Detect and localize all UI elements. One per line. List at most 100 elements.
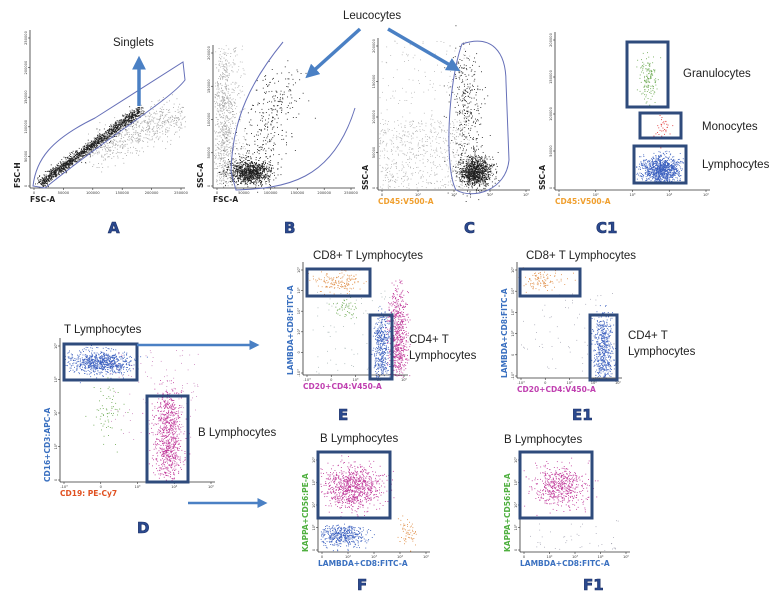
event-dot [264, 124, 265, 126]
event-dot [119, 121, 121, 123]
event-dot [102, 149, 103, 151]
event-dot [268, 114, 270, 116]
event-dot [460, 148, 461, 150]
event-dot [168, 122, 170, 124]
event-dot [54, 173, 56, 174]
event-dot [65, 161, 67, 163]
event-dot [53, 170, 55, 172]
event-dot [230, 178, 232, 180]
event-dot [143, 119, 145, 121]
event-dot [151, 129, 153, 131]
event-dot [241, 168, 243, 170]
event-dot [398, 170, 400, 172]
event-dot [148, 124, 150, 126]
event-dot [227, 75, 229, 77]
event-dot [181, 106, 183, 108]
event-dot [87, 144, 89, 146]
event-dot [146, 127, 147, 128]
event-dot [235, 181, 237, 183]
event-dot [391, 173, 393, 175]
event-dot [113, 134, 115, 135]
event-dot [283, 138, 285, 140]
event-dot [37, 183, 39, 185]
event-dot [128, 131, 130, 133]
event-dot [267, 127, 269, 128]
event-dot [239, 178, 241, 180]
event-dot [418, 150, 419, 152]
event-dot [257, 171, 259, 172]
event-dot [238, 69, 239, 71]
event-dot [220, 145, 222, 147]
event-dot [283, 91, 285, 93]
event-dot [451, 80, 453, 82]
event-dot [228, 155, 229, 157]
event-dot [408, 148, 410, 150]
event-dot [269, 156, 271, 158]
event-dot [217, 143, 218, 144]
event-dot [85, 149, 86, 151]
event-dot [220, 117, 221, 118]
event-dot [240, 160, 241, 161]
event-dot [253, 177, 254, 179]
event-dot [132, 114, 134, 115]
event-dot [273, 98, 275, 100]
event-dot [417, 143, 419, 145]
event-dot [109, 147, 110, 149]
event-dot [225, 128, 227, 130]
event-dot [236, 181, 237, 183]
event-dot [132, 141, 134, 143]
event-dot [44, 182, 46, 184]
event-dot [444, 156, 446, 158]
event-dot [141, 122, 143, 124]
event-dot [236, 176, 237, 177]
event-dot [250, 173, 252, 175]
event-dot [245, 158, 247, 160]
event-dot [119, 127, 121, 129]
event-dot [249, 174, 251, 176]
event-dot [230, 64, 232, 66]
event-dot [173, 126, 175, 127]
event-dot [44, 179, 46, 181]
event-dot [48, 174, 50, 176]
event-dot [228, 73, 230, 75]
event-dot [97, 137, 99, 139]
event-dot [118, 121, 120, 123]
event-dot [127, 123, 129, 125]
event-dot [82, 149, 84, 151]
event-dot [263, 167, 265, 169]
event-dot [226, 67, 228, 69]
event-dot [277, 168, 278, 170]
event-dot [412, 79, 414, 81]
event-dot [52, 176, 54, 178]
event-dot [240, 181, 242, 182]
event-dot [254, 163, 256, 165]
event-dot [220, 90, 222, 92]
event-dot [116, 124, 118, 126]
event-dot [451, 178, 452, 179]
event-dot [427, 159, 428, 160]
event-dot [218, 148, 219, 149]
event-dot [245, 175, 247, 176]
event-dot [244, 136, 245, 138]
event-dot [86, 151, 88, 152]
event-dot [101, 138, 103, 140]
event-dot [436, 147, 437, 149]
event-dot [445, 184, 447, 185]
event-dot [393, 163, 395, 165]
event-dot [75, 160, 77, 162]
event-dot [261, 180, 262, 182]
event-dot [219, 132, 221, 134]
event-dot [214, 161, 215, 163]
event-dot [260, 174, 262, 176]
event-dot [252, 166, 253, 167]
event-dot [122, 118, 124, 120]
event-dot [232, 174, 234, 176]
event-dot [416, 131, 418, 132]
event-dot [127, 120, 128, 121]
event-dot [130, 112, 132, 113]
event-dot [404, 125, 406, 126]
event-dot [273, 172, 275, 174]
event-dot [58, 169, 60, 170]
event-dot [96, 143, 98, 145]
event-dot [250, 164, 252, 166]
